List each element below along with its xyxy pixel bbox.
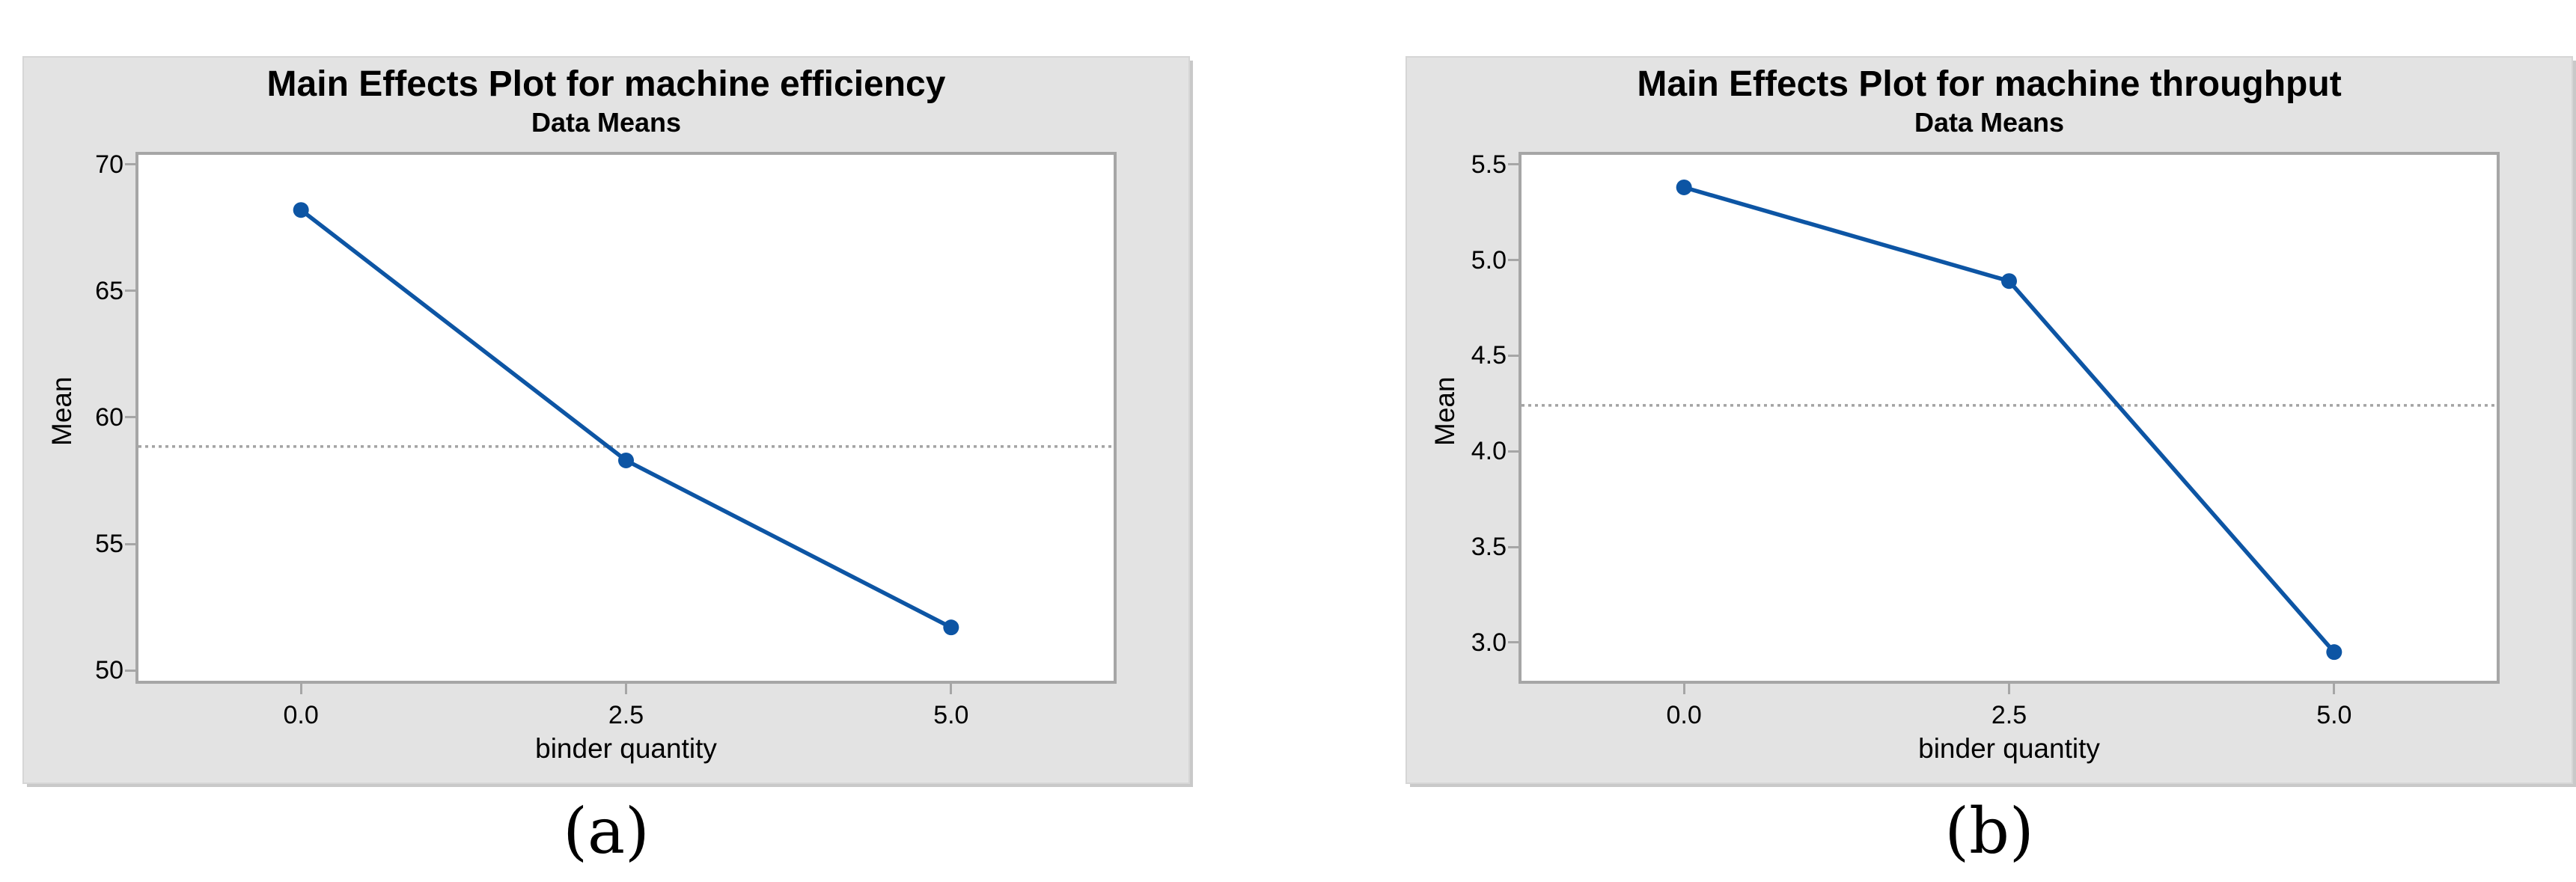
- x-tick-mark: [2008, 684, 2010, 694]
- y-tick-label: 4.5: [1471, 341, 1507, 370]
- y-tick-label: 3.0: [1471, 628, 1507, 657]
- y-tick-mark: [1508, 641, 1519, 644]
- chart-title: Main Effects Plot for machine efficiency: [266, 64, 946, 104]
- y-tick-mark: [125, 163, 135, 166]
- y-tick-mark: [1508, 450, 1519, 453]
- y-tick-label: 5.0: [1471, 245, 1507, 275]
- y-tick-label: 55: [95, 530, 123, 559]
- x-tick-mark: [1682, 684, 1685, 694]
- y-tick-mark: [1508, 545, 1519, 548]
- y-tick-mark: [125, 542, 135, 545]
- data-point-marker: [2326, 644, 2342, 661]
- y-tick-mark: [125, 416, 135, 419]
- chart-panel-efficiency: Main Effects Plot for machine efficiency…: [22, 56, 1190, 784]
- y-tick-label: 70: [95, 150, 123, 179]
- x-tick-mark: [299, 684, 302, 694]
- data-point-marker: [2001, 273, 2017, 290]
- data-point-marker: [1676, 179, 1692, 195]
- x-tick-label: 2.5: [608, 701, 644, 729]
- plot-area: [135, 152, 1117, 684]
- x-tick-label: 0.0: [283, 701, 319, 729]
- chart-panel-throughput: Main Effects Plot for machine throughput…: [1405, 56, 2573, 784]
- x-tick-label: 5.0: [933, 701, 969, 729]
- y-tick-mark: [1508, 259, 1519, 262]
- subfigure-caption-b: (b): [1944, 794, 2034, 868]
- line-chart-canvas: [1522, 179, 2497, 661]
- chart-title: Main Effects Plot for machine throughput: [1637, 64, 2342, 104]
- y-tick-mark: [1508, 354, 1519, 357]
- chart-subtitle: Data Means: [531, 107, 682, 138]
- plot-area: [1519, 152, 2500, 684]
- x-tick-mark: [950, 684, 953, 694]
- y-tick-label: 5.5: [1471, 150, 1507, 179]
- x-tick-label: 0.0: [1666, 701, 1702, 729]
- data-point-marker: [293, 202, 309, 218]
- subfigure-caption-a: (a): [563, 794, 650, 868]
- line-chart-canvas: [138, 202, 1114, 636]
- chart-subtitle: Data Means: [1914, 107, 2065, 138]
- y-tick-label: 3.5: [1471, 533, 1507, 562]
- x-tick-mark: [2333, 684, 2336, 694]
- y-tick-label: 65: [95, 276, 123, 305]
- data-point-marker: [618, 452, 634, 468]
- y-tick-mark: [125, 290, 135, 293]
- x-axis-title: binder quantity: [535, 733, 717, 764]
- data-line: [299, 208, 953, 630]
- y-tick-label: 4.0: [1471, 437, 1507, 466]
- data-point-marker: [943, 619, 959, 636]
- x-tick-label: 5.0: [2316, 701, 2352, 729]
- data-line: [1683, 185, 2336, 654]
- x-axis-title: binder quantity: [1918, 733, 2100, 764]
- y-tick-label: 60: [95, 402, 123, 432]
- y-tick-mark: [1508, 163, 1519, 166]
- x-tick-label: 2.5: [1991, 701, 2027, 729]
- y-tick-label: 50: [95, 656, 123, 685]
- y-tick-mark: [125, 669, 135, 672]
- x-tick-mark: [625, 684, 627, 694]
